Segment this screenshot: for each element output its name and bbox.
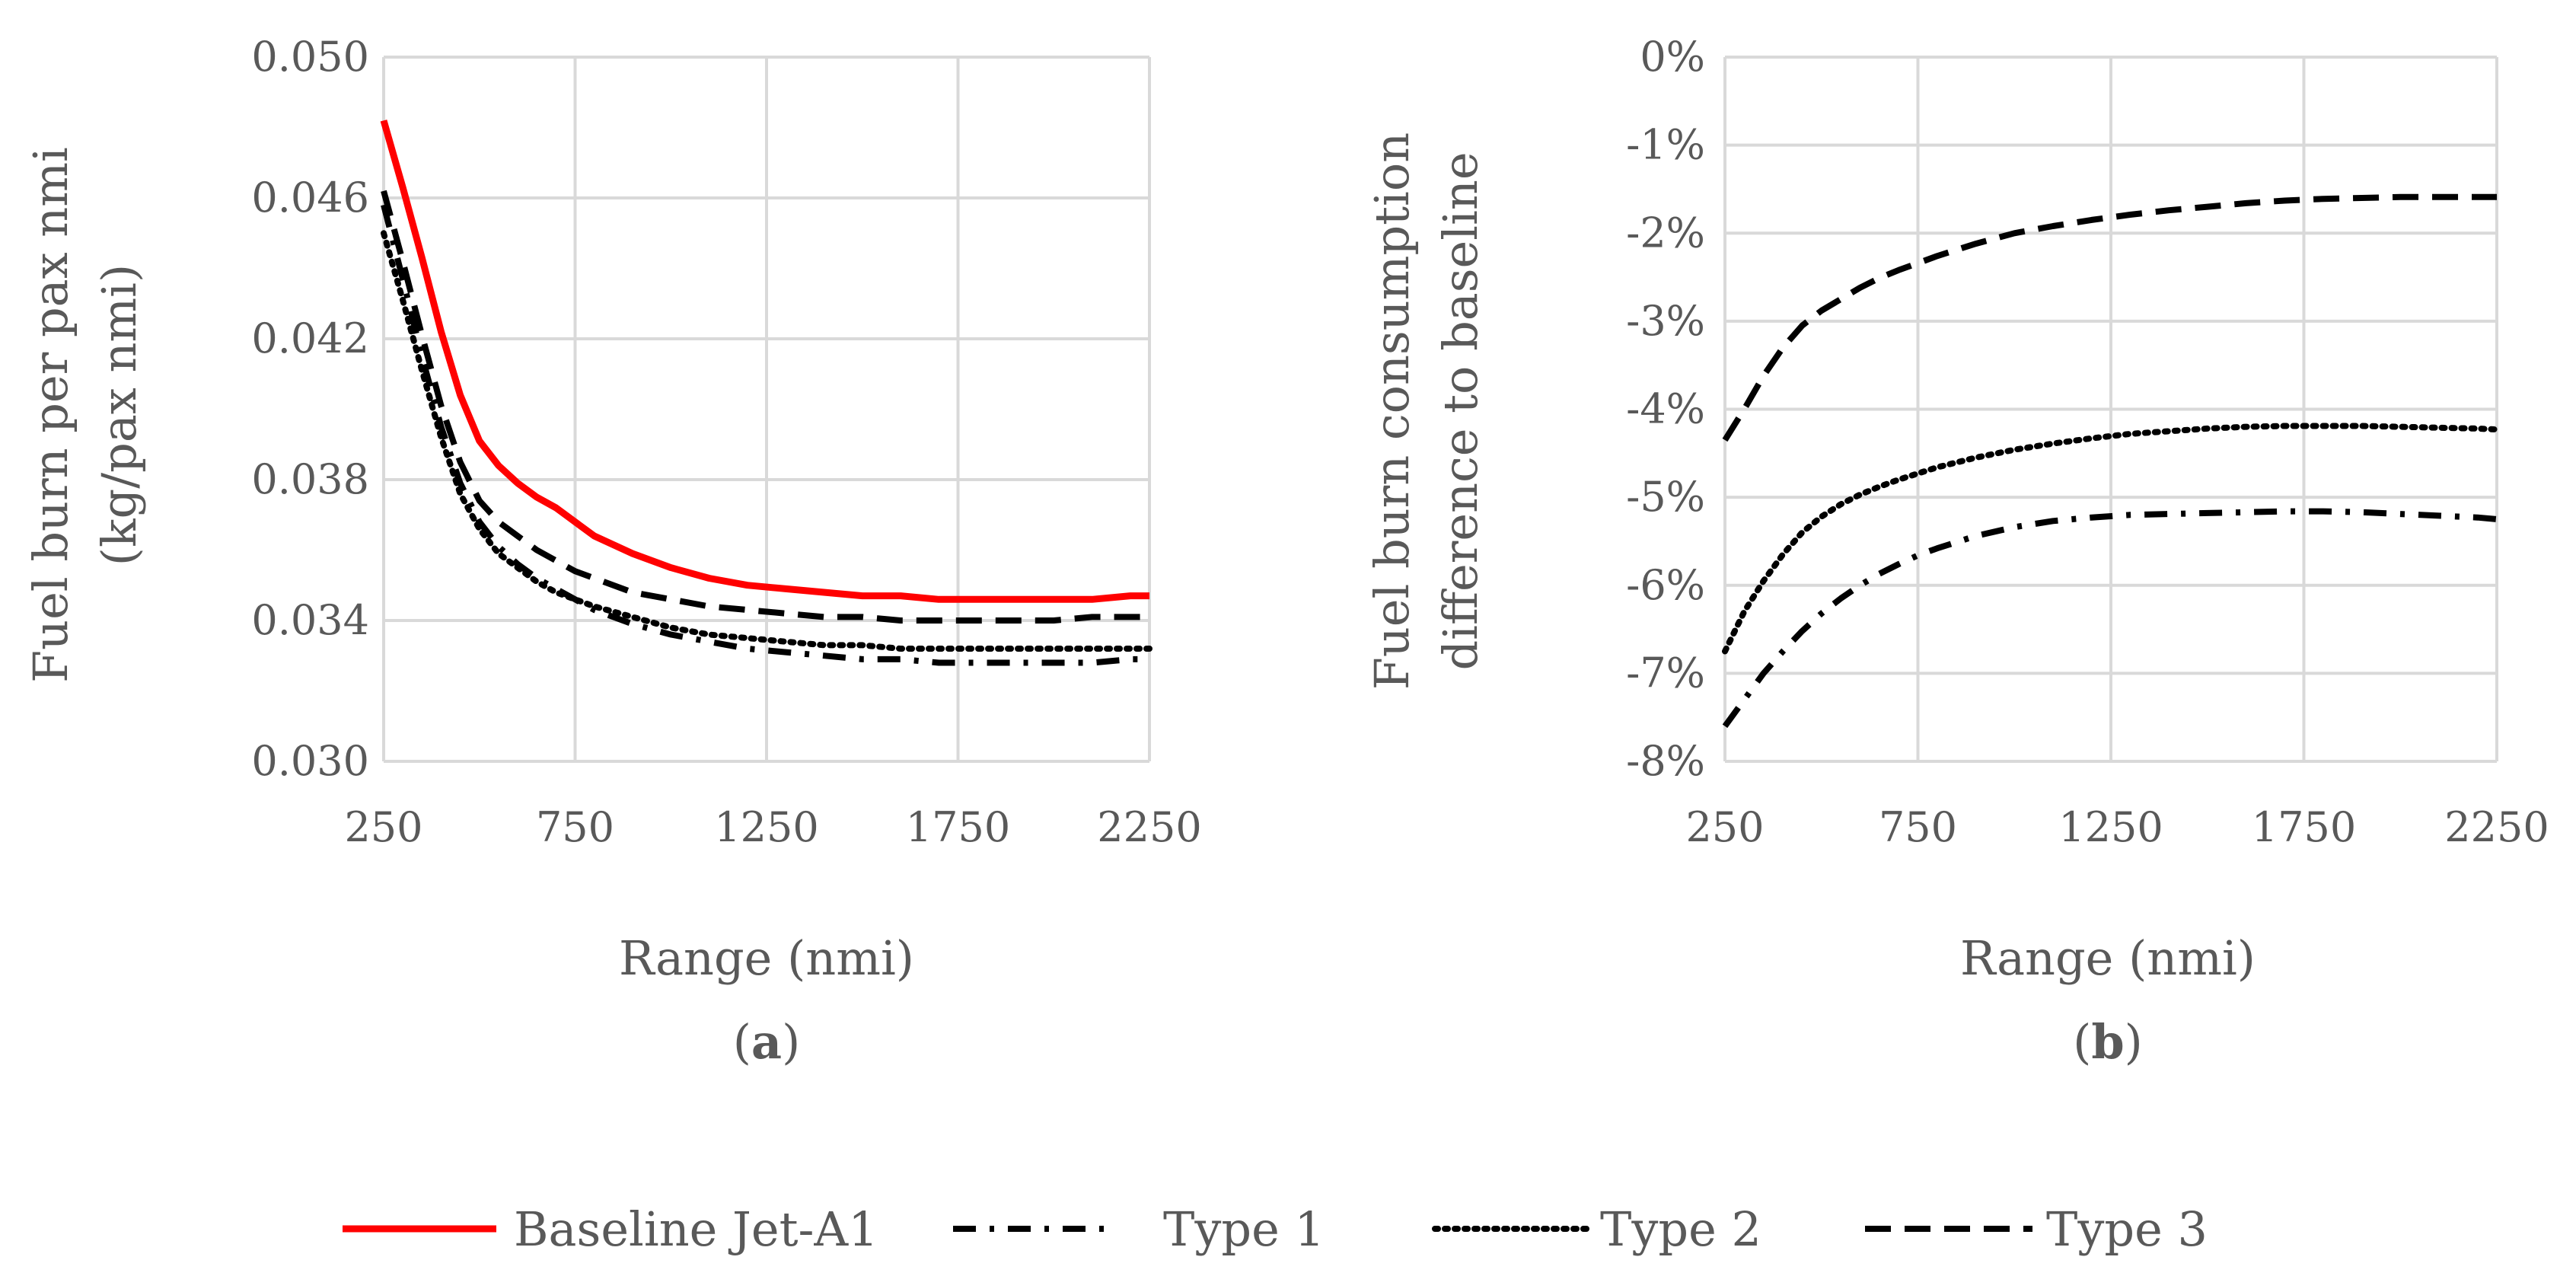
chart-a-x-tick-label: 2250 [1097, 803, 1201, 851]
chart-b-y-tick-label: -6% [1626, 561, 1705, 609]
legend-item-type-1: Type 1 [953, 1201, 1325, 1257]
chart-b-series [1722, 193, 2500, 729]
chart-a: 0.030 0.034 0.038 0.042 0.046 0.050 250 750 125… [23, 33, 1202, 1070]
chart-a-y-tick-label: 0.046 [251, 174, 369, 222]
chart-a-grid [382, 56, 1151, 763]
chart-b-x-tick-label: 1750 [2252, 803, 2356, 851]
chart-b-x-axis-title: Range (nmi) [1960, 930, 2256, 986]
chart-b-y-tick-label: -2% [1626, 209, 1705, 257]
legend-label-baseline: Baseline Jet-A1 [514, 1201, 878, 1257]
chart-a-series [380, 120, 1153, 666]
chart-b-caption-letter: b [2091, 1014, 2124, 1070]
chart-a-series-type-3 [381, 190, 1149, 624]
chart-b: -8% -7% -6% -5% -4% -3% -2% -1% 0% 250 750 1250 175… [1364, 33, 2549, 1070]
chart-a-y-tick-labels: 0.030 0.034 0.038 0.042 0.046 0.050 [251, 33, 369, 785]
chart-a-x-tick-label: 250 [344, 803, 422, 851]
chart-a-x-tick-labels: 250 750 1250 1750 2250 [344, 803, 1201, 851]
chart-b-x-tick-label: 2250 [2444, 803, 2549, 851]
legend-label-type-1: Type 1 [1163, 1201, 1325, 1257]
legend: Baseline Jet-A1 Type 1 Type 2 Type 3 [343, 1201, 2208, 1257]
chart-b-y-axis-title-line-2: difference to baseline [1433, 152, 1488, 670]
chart-a-x-tick-label: 1250 [714, 803, 818, 851]
chart-b-y-tick-label: -5% [1626, 473, 1705, 521]
chart-b-series-type-2 [1722, 423, 2500, 655]
legend-item-baseline: Baseline Jet-A1 [343, 1201, 878, 1257]
legend-item-type-2: Type 2 [1432, 1201, 1761, 1257]
legend-label-type-3: Type 3 [2046, 1201, 2208, 1257]
chart-b-y-tick-label: -3% [1626, 297, 1705, 345]
chart-b-series-type-3 [1722, 193, 2497, 442]
chart-a-series-baseline-jet-a1 [380, 120, 1149, 603]
chart-a-x-axis-title: Range (nmi) [619, 930, 914, 986]
chart-b-x-tick-label: 1250 [2058, 803, 2163, 851]
chart-a-series-type-2 [381, 230, 1153, 652]
chart-b-y-tick-label: -1% [1626, 121, 1705, 169]
chart-b-caption: (b) [2073, 1014, 2143, 1070]
chart-b-y-tick-labels: -8% -7% -6% -5% -4% -3% -2% -1% 0% [1626, 33, 1705, 785]
chart-a-x-tick-label: 750 [536, 803, 614, 851]
chart-a-y-tick-label: 0.050 [251, 33, 369, 81]
chart-a-y-axis-title-line-1: Fuel burn per pax nmi [23, 147, 78, 683]
chart-b-series-type-1 [1722, 508, 2498, 729]
chart-a-series-type-1 [381, 204, 1149, 666]
chart-b-y-tick-label: 0% [1640, 33, 1705, 81]
chart-a-y-axis-title-line-2: (kg/pax nmi) [91, 264, 147, 566]
chart-a-caption: (a) [733, 1014, 801, 1070]
chart-b-y-tick-label: -4% [1626, 385, 1705, 433]
chart-b-y-tick-label: -7% [1626, 649, 1705, 697]
chart-a-caption-letter: a [751, 1014, 782, 1070]
chart-b-x-tick-label: 750 [1879, 803, 1957, 851]
legend-item-type-3: Type 3 [1865, 1201, 2208, 1257]
chart-a-y-tick-label: 0.042 [251, 314, 369, 362]
chart-a-x-tick-label: 1750 [906, 803, 1010, 851]
chart-b-y-axis-title-line-1: Fuel burn consumption [1364, 132, 1420, 690]
chart-b-grid [1723, 56, 2498, 763]
chart-b-x-tick-label: 250 [1685, 803, 1764, 851]
chart-b-y-tick-label: -8% [1626, 737, 1705, 785]
chart-a-y-tick-label: 0.034 [251, 596, 369, 644]
chart-a-y-tick-label: 0.038 [251, 455, 369, 503]
chart-a-y-tick-label: 0.030 [251, 737, 369, 785]
legend-label-type-2: Type 2 [1600, 1201, 1761, 1257]
chart-b-x-tick-labels: 250 750 1250 1750 2250 [1685, 803, 2549, 851]
